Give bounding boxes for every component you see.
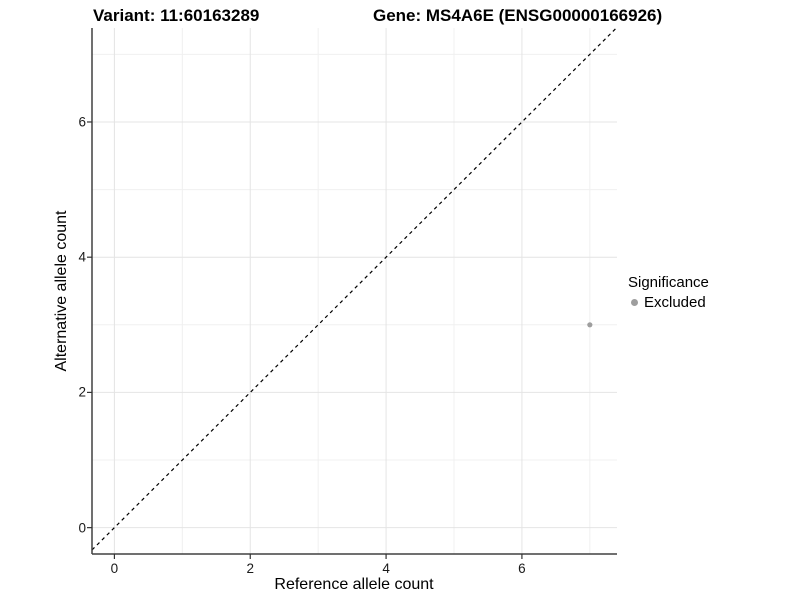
identity-line: [91, 27, 617, 551]
x-tick-label: 6: [518, 561, 526, 576]
x-tick-label: 0: [110, 561, 119, 576]
x-tick-label: 4: [382, 561, 390, 576]
legend-entry-excluded: Excluded: [631, 294, 709, 311]
legend: Significance Excluded: [628, 274, 709, 311]
data-point: [587, 322, 593, 328]
x-axis-title: Reference allele count: [274, 576, 434, 593]
legend-entry-label: Excluded: [644, 294, 706, 311]
legend-key-dot-icon: [631, 299, 638, 306]
y-tick-label: 0: [78, 519, 86, 535]
y-tick-label: 2: [78, 384, 86, 400]
y-tick-label: 6: [78, 114, 86, 130]
y-tick-label: 4: [78, 249, 86, 265]
x-tick-label: 2: [246, 561, 254, 576]
y-axis-title: Alternative allele count: [53, 210, 70, 372]
plot-title-gene: Gene: MS4A6E (ENSG00000166926): [373, 6, 663, 25]
legend-title: Significance: [628, 274, 709, 291]
plot-title-variant: Variant: 11:60163289: [93, 6, 260, 25]
